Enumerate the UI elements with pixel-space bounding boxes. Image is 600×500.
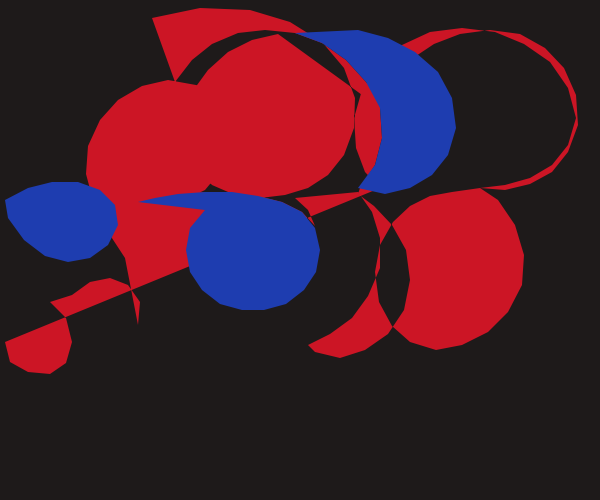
Polygon shape	[5, 182, 118, 262]
Polygon shape	[295, 30, 456, 194]
Polygon shape	[138, 192, 320, 310]
Polygon shape	[5, 8, 578, 374]
